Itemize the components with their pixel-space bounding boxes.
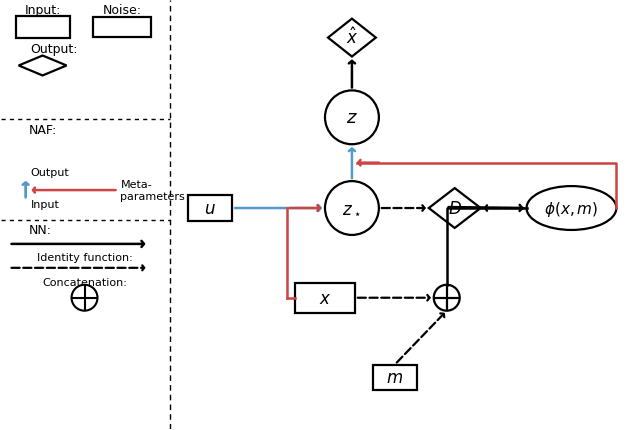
Circle shape xyxy=(434,285,460,311)
Text: $z$: $z$ xyxy=(346,109,358,127)
Text: $u$: $u$ xyxy=(204,200,216,218)
Text: Input:: Input: xyxy=(24,4,61,17)
Text: Noise:: Noise: xyxy=(103,4,142,17)
Circle shape xyxy=(72,285,97,311)
Polygon shape xyxy=(429,189,481,228)
Text: $D$: $D$ xyxy=(448,200,461,218)
Text: $m$: $m$ xyxy=(387,369,403,387)
Text: NAF:: NAF: xyxy=(29,123,57,136)
Text: Output:: Output: xyxy=(31,43,78,56)
Text: $\hat{x}$: $\hat{x}$ xyxy=(346,27,358,48)
FancyBboxPatch shape xyxy=(188,196,232,221)
FancyBboxPatch shape xyxy=(295,283,355,313)
Text: Input: Input xyxy=(31,200,60,209)
Text: $x$: $x$ xyxy=(319,289,332,307)
FancyBboxPatch shape xyxy=(15,17,70,38)
Text: Concatenation:: Concatenation: xyxy=(42,277,127,287)
Ellipse shape xyxy=(527,187,616,230)
Text: $\phi(x,m)$: $\phi(x,m)$ xyxy=(544,199,598,218)
Polygon shape xyxy=(328,20,376,57)
FancyBboxPatch shape xyxy=(93,18,152,37)
Text: NN:: NN: xyxy=(29,224,52,237)
Polygon shape xyxy=(19,56,67,76)
Text: $z_\star$: $z_\star$ xyxy=(342,200,362,218)
Text: Output: Output xyxy=(31,168,69,178)
Circle shape xyxy=(325,91,379,145)
Circle shape xyxy=(325,182,379,235)
Text: Identity function:: Identity function: xyxy=(36,252,132,262)
FancyBboxPatch shape xyxy=(373,365,417,390)
Text: Meta-
parameters: Meta- parameters xyxy=(120,180,185,201)
